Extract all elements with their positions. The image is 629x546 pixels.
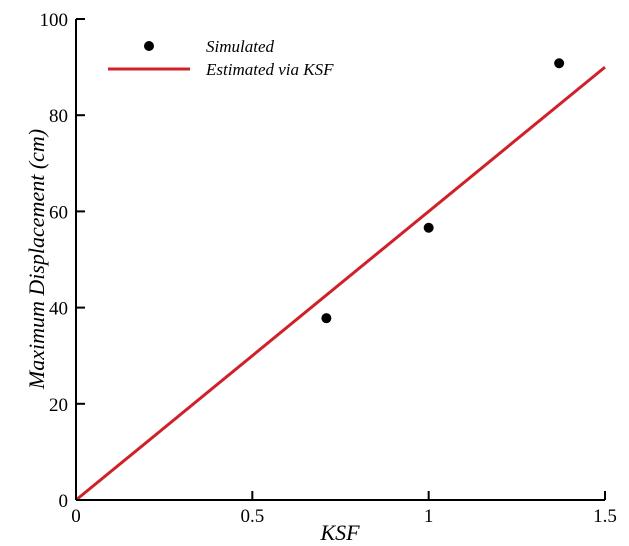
axes bbox=[75, 19, 605, 501]
x-axis-title: KSF bbox=[319, 520, 360, 545]
y-tick-label: 40 bbox=[49, 299, 68, 320]
legend-label-estimated: Estimated via KSF bbox=[205, 60, 334, 79]
y-tick-label: 100 bbox=[40, 10, 69, 31]
y-tick-label: 0 bbox=[59, 491, 69, 512]
x-tick-label: 1 bbox=[424, 506, 434, 527]
legend-marker-simulated bbox=[144, 41, 154, 51]
chart-marks bbox=[75, 58, 606, 502]
y-tick-label: 60 bbox=[49, 202, 68, 223]
ticks: 0 0.5 1 1.5 0 20 40 60 80 100 bbox=[40, 10, 617, 527]
y-axis-title: Maximum Displacement (cm) bbox=[24, 129, 49, 390]
y-tick-label: 20 bbox=[49, 395, 68, 416]
x-tick-label: 0.5 bbox=[240, 506, 264, 527]
data-point-simulated bbox=[554, 58, 565, 69]
legend-label-simulated: Simulated bbox=[206, 37, 274, 56]
legend: Simulated Estimated via KSF bbox=[108, 37, 334, 79]
data-point-simulated bbox=[321, 313, 332, 324]
series-line-estimated bbox=[75, 65, 606, 502]
y-tick-label: 80 bbox=[49, 106, 68, 127]
data-point-simulated bbox=[423, 222, 434, 233]
x-tick-label: 0 bbox=[71, 506, 81, 527]
x-tick-label: 1.5 bbox=[593, 506, 617, 527]
